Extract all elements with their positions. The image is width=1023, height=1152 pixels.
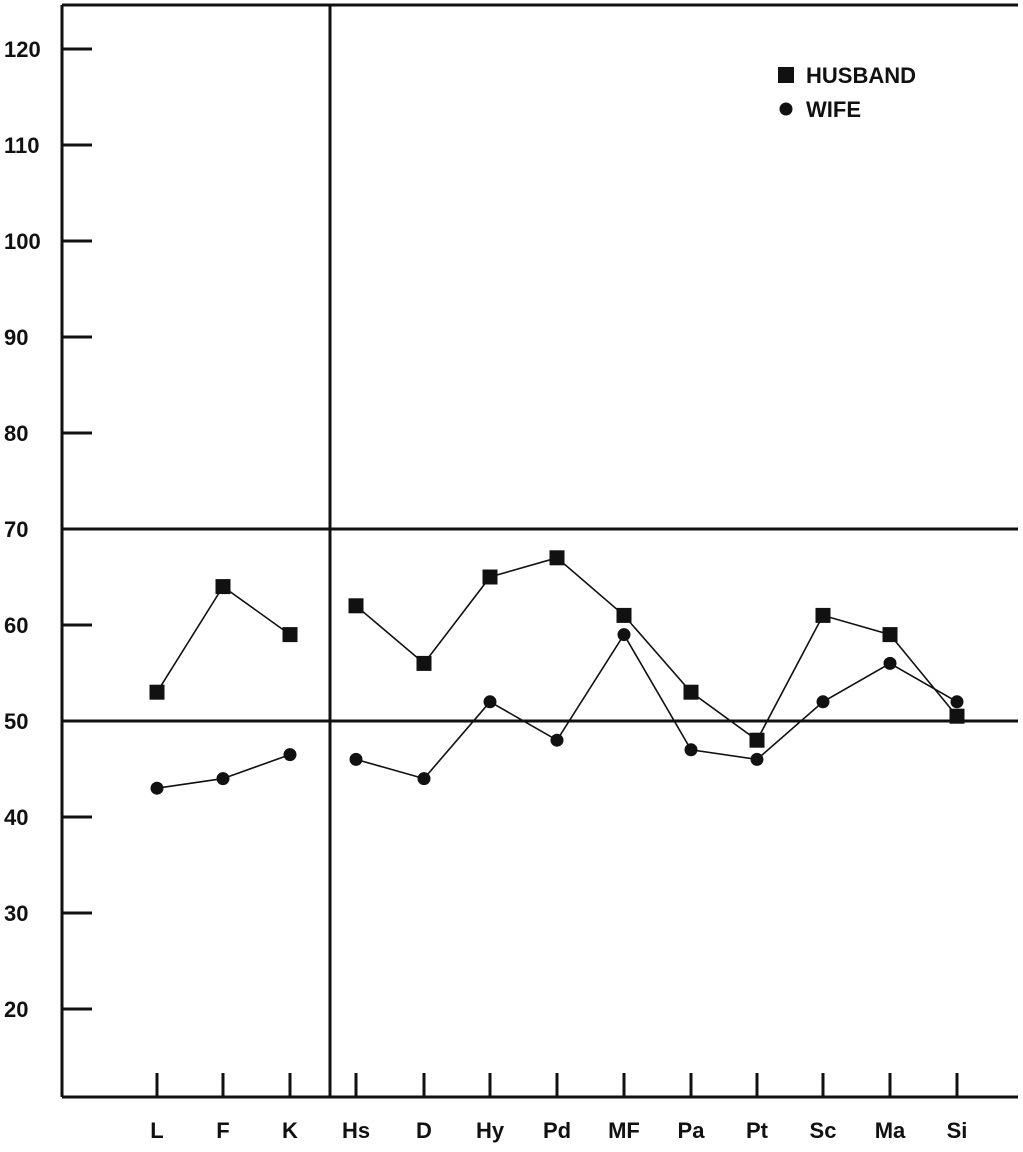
legend-husband-square-icon (778, 67, 794, 83)
x-tick-label-Pt: Pt (746, 1118, 769, 1143)
x-tick-label-Ma: Ma (875, 1118, 906, 1143)
x-tick-label-Pa: Pa (678, 1118, 706, 1143)
x-tick-label-MF: MF (608, 1118, 640, 1143)
husband-point-Pa (683, 684, 699, 700)
legend-label-husband: HUSBAND (806, 63, 916, 88)
legend: HUSBAND WIFE (778, 63, 916, 122)
y-tick-label-110: 110 (4, 133, 40, 158)
x-axis: L F K Hs D Hy Pd MF Pa Pt Sc Ma Si (150, 1073, 967, 1143)
x-tick-label-D: D (416, 1118, 432, 1143)
y-tick-label-50: 50 (4, 709, 28, 734)
wife-point-MF (617, 628, 631, 642)
wife-point-D (417, 772, 431, 786)
husband-point-Hs (348, 598, 364, 614)
legend-label-wife: WIFE (806, 97, 861, 122)
wife-point-Hy (483, 695, 497, 709)
legend-wife-circle-icon (779, 102, 793, 116)
husband-point-F (215, 579, 231, 595)
wife-point-Pa (684, 743, 698, 757)
y-tick-label-30: 30 (4, 901, 28, 926)
husband-point-Si (949, 708, 965, 724)
y-tick-label-90: 90 (4, 325, 28, 350)
x-tick-label-F: F (216, 1118, 229, 1143)
husband-point-Hy (482, 569, 498, 585)
wife-point-K (283, 748, 297, 762)
x-tick-label-K: K (282, 1118, 298, 1143)
husband-line-group-1 (156, 585, 291, 693)
x-tick-label-Hs: Hs (342, 1118, 370, 1143)
husband-point-Ma (882, 627, 898, 643)
y-tick-label-20: 20 (4, 997, 28, 1022)
reference-lines (62, 527, 1018, 723)
x-tick-label-Si: Si (947, 1118, 968, 1143)
x-tick-label-L: L (150, 1118, 163, 1143)
y-tick-label-40: 40 (4, 805, 28, 830)
wife-point-Sc (816, 695, 830, 709)
wife-point-Si (950, 695, 964, 709)
wife-point-Pd (550, 733, 564, 747)
y-tick-label-120: 120 (4, 37, 41, 62)
y-axis: 20 30 40 50 60 70 80 90 100 110 120 (4, 37, 92, 1022)
series-layer (149, 550, 965, 795)
wife-point-F (216, 772, 230, 786)
x-tick-label-Hy: Hy (476, 1118, 505, 1143)
wife-point-Ma (883, 656, 897, 670)
y-tick-label-60: 60 (4, 613, 28, 638)
wife-point-Hs (349, 752, 363, 766)
wife-point-Pt (750, 752, 764, 766)
y-tick-label-100: 100 (4, 229, 41, 254)
chart-frame (60, 3, 1018, 1099)
husband-point-D (416, 655, 432, 671)
husband-point-Sc (815, 607, 831, 623)
husband-point-Pd (549, 550, 565, 566)
x-tick-label-Pd: Pd (543, 1118, 571, 1143)
husband-point-L (149, 684, 165, 700)
y-tick-label-80: 80 (4, 421, 28, 446)
husband-point-Pt (749, 732, 765, 748)
y-tick-label-70: 70 (4, 517, 28, 542)
husband-point-K (282, 627, 298, 643)
husband-point-MF (616, 607, 632, 623)
wife-line-group-2 (355, 633, 958, 780)
husband-line-group-2 (355, 556, 958, 742)
x-tick-label-Sc: Sc (810, 1118, 837, 1143)
wife-point-L (150, 781, 164, 795)
